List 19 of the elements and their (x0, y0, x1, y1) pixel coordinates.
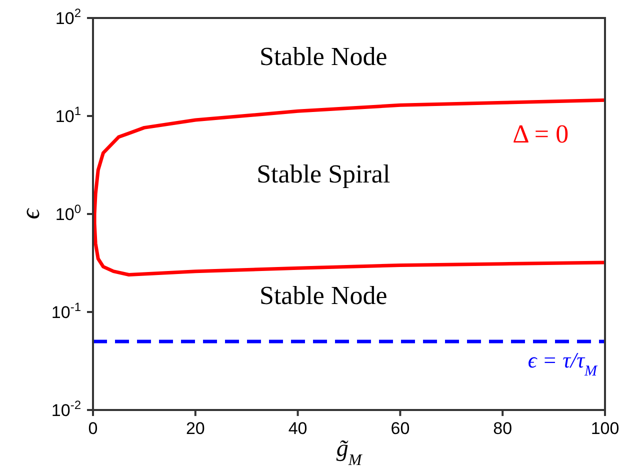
annotation: Stable Spiral (256, 160, 390, 189)
y-tick-label: 10$^{1}$ (55, 104, 82, 126)
annotation: Stable Node (259, 42, 388, 72)
series-label: Δ = 0 (512, 120, 569, 149)
annotation: Stable Node (259, 281, 388, 310)
y-tick-label: 10$^{2}$ (55, 6, 82, 28)
x-tick-label: 100 (590, 419, 620, 438)
y-tick-label: 10$^{-2}$ (51, 398, 82, 420)
x-tick-label: 60 (390, 419, 410, 438)
x-tick-label: 40 (288, 419, 308, 438)
y-tick-label: 10$^{0}$ (55, 202, 82, 224)
x-tick-label: 0 (88, 419, 98, 438)
y-axis-title: ϵ (16, 207, 45, 220)
x-tick-label: 80 (493, 419, 512, 438)
x-axis-title: g̃$_{M}$ (336, 436, 364, 468)
line-series (93, 98, 605, 276)
x-tick-label: 20 (186, 419, 205, 438)
y-tick-label: 10$^{-1}$ (51, 300, 82, 322)
ref-line-label: ϵ = τ/τ$_{M}$ (528, 348, 598, 380)
